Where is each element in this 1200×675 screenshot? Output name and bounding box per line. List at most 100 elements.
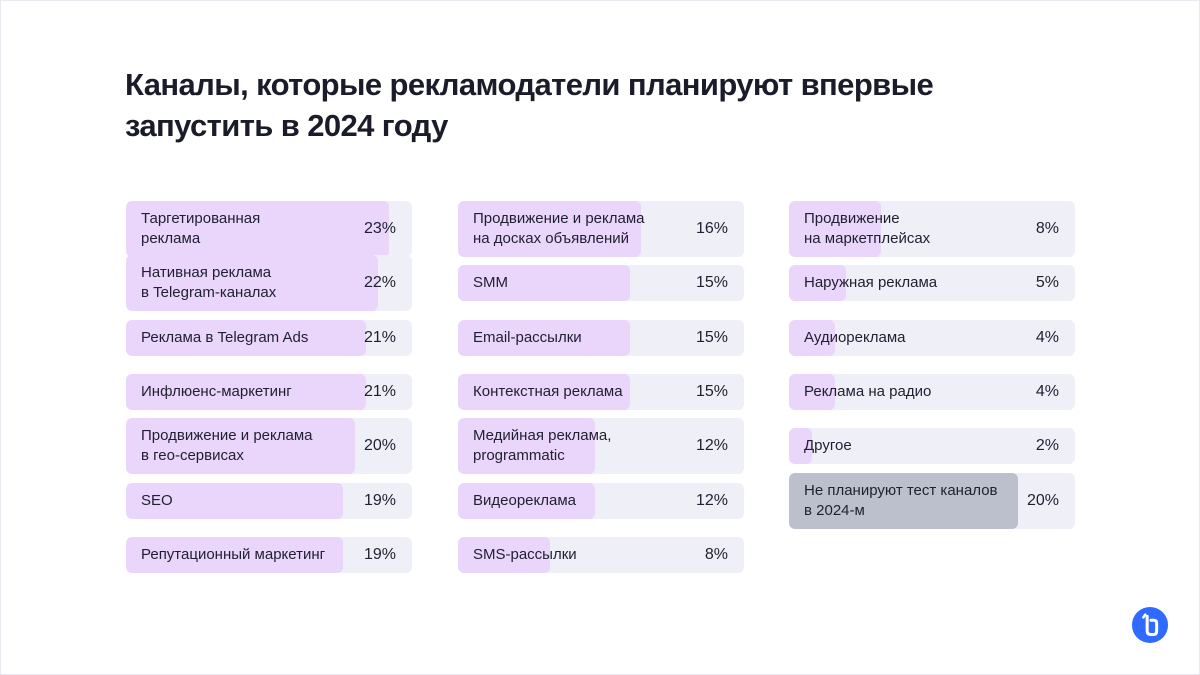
bar-value: 21% xyxy=(363,382,396,400)
bar-value: 5% xyxy=(1035,274,1059,292)
bar-row: Email-рассылки 15% xyxy=(458,319,744,356)
bar-row: Реклама в Telegram Ads 21% xyxy=(126,319,412,356)
bar-label-line: Репутационный маркетинг xyxy=(141,545,326,563)
bar-label-line: в гео-сервисах xyxy=(141,447,244,465)
bar-label-line: Таргетированная xyxy=(141,210,261,227)
bar-fill xyxy=(458,373,630,410)
bar-fill xyxy=(789,319,835,356)
bar-value: 20% xyxy=(1026,491,1059,509)
bar-row: Видеореклама 12% xyxy=(458,482,744,519)
title-line-1: Каналы, которые рекламодатели планируют … xyxy=(125,67,934,102)
bar-label-line: в 2024-м xyxy=(804,501,865,519)
bar-label-line: SMS-рассылки xyxy=(473,545,577,563)
bar-label-line: SEO xyxy=(141,491,173,509)
bar-value: 15% xyxy=(695,328,728,346)
bar-row: Продвижение и реклама на досках объявлени… xyxy=(458,201,744,257)
bar-label-line: Продвижение и реклама xyxy=(141,427,313,445)
bar-label: Продвижение и реклама в гео-сервисах xyxy=(141,426,313,466)
bar-row: SEO 19% xyxy=(126,482,412,519)
bar-label-line: в Telegram-каналах xyxy=(141,284,277,302)
bar-label-line: programmatic xyxy=(473,447,565,465)
bar-fill xyxy=(126,373,366,410)
bar-value: 4% xyxy=(1035,382,1059,400)
bar-fill xyxy=(458,319,630,356)
bar-value: 8% xyxy=(704,545,728,563)
bar-value: 12% xyxy=(695,437,728,455)
bar-row: Репутационный маркетинг 19% xyxy=(126,536,412,573)
bar-label: Email-рассылки xyxy=(473,328,582,348)
bar-row: Не планируют тест каналов в 2024-м 20% xyxy=(789,472,1075,529)
bar-value: 12% xyxy=(695,491,728,509)
bar-value: 22% xyxy=(363,274,396,292)
bar-row: Продвижение на маркетплейсах 8% xyxy=(789,201,1075,257)
bar-label-line: Медийная реклама, xyxy=(473,427,612,445)
bar-label-line: реклама xyxy=(141,230,201,247)
bar-label-line: на маркетплейсах xyxy=(804,230,931,247)
bar-fill xyxy=(458,265,630,302)
bar-row: Таргетированная реклама 23% xyxy=(126,201,412,257)
bar-row: Инфлюенс-маркетинг 21% xyxy=(126,373,412,410)
bar-fill xyxy=(789,428,812,465)
bar-label: SMS-рассылки xyxy=(473,545,577,565)
bar-label-line: Видеореклама xyxy=(473,491,576,509)
bar-fill xyxy=(126,536,343,573)
bar-label-line: SMM xyxy=(473,274,508,292)
bar-row: Нативная реклама в Telegram-каналах 22% xyxy=(126,255,412,312)
bar-fill xyxy=(126,418,355,475)
bar-value: 20% xyxy=(363,437,396,455)
title-line-2: запустить в 2024 году xyxy=(125,108,448,143)
bar-value: 2% xyxy=(1035,437,1059,455)
bar-label: Таргетированная реклама xyxy=(141,209,260,249)
bar-label: Реклама на радио xyxy=(804,382,931,402)
bar-row: Контекстная реклама 15% xyxy=(458,373,744,410)
bar-label-line: Продвижение xyxy=(804,210,900,227)
bar-value: 23% xyxy=(363,220,396,237)
bar-fill xyxy=(458,482,595,519)
bar-label: Не планируют тест каналов в 2024-м xyxy=(804,481,998,521)
bar-value: 19% xyxy=(363,491,396,509)
bar-row: Реклама на радио 4% xyxy=(789,373,1075,410)
bar-label: Аудиореклама xyxy=(804,328,905,348)
bar-row: Наружная реклама 5% xyxy=(789,265,1075,302)
bar-label-line: Реклама в Telegram Ads xyxy=(141,328,309,346)
bar-value: 21% xyxy=(363,328,396,346)
bar-value: 4% xyxy=(1035,328,1059,346)
bar-label-line: на досках объявлений xyxy=(473,230,629,247)
bar-label-line: Продвижение и реклама xyxy=(473,210,645,227)
bar-value: 19% xyxy=(363,545,396,563)
bar-label: Другое xyxy=(804,436,852,456)
bar-label-line: Email-рассылки xyxy=(473,328,582,346)
bar-label: Репутационный маркетинг xyxy=(141,545,325,565)
bar-label-line: Наружная реклама xyxy=(804,274,938,292)
bar-value: 15% xyxy=(695,274,728,292)
bar-label: Реклама в Telegram Ads xyxy=(141,328,308,348)
bar-label: Инфлюенс-маркетинг xyxy=(141,382,292,402)
bar-label: Нативная реклама в Telegram-каналах xyxy=(141,263,276,303)
bar-label: Медийная реклама, programmatic xyxy=(473,426,611,466)
bar-label: Продвижение и реклама на досках объявлени… xyxy=(473,209,645,249)
bar-fill xyxy=(789,201,881,257)
brand-logo-icon xyxy=(1131,606,1169,644)
bar-label: Наружная реклама xyxy=(804,273,937,293)
bar-value: 15% xyxy=(695,382,728,400)
bar-fill xyxy=(126,482,343,519)
bar-fill xyxy=(458,201,641,257)
bar-label: Контекстная реклама xyxy=(473,382,623,402)
bar-label: Видеореклама xyxy=(473,491,576,511)
bar-fill xyxy=(126,319,366,356)
bar-row: Другое 2% xyxy=(789,428,1075,465)
bar-fill xyxy=(789,373,835,410)
bar-label-line: Реклама на радио xyxy=(804,382,932,400)
bar-fill xyxy=(789,265,846,302)
bar-row: Аудиореклама 4% xyxy=(789,319,1075,356)
bar-row: SMS-рассылки 8% xyxy=(458,536,744,573)
bar-fill xyxy=(789,472,1018,529)
bar-row: Медийная реклама, programmatic 12% xyxy=(458,418,744,475)
bar-label-line: Контекстная реклама xyxy=(473,382,623,400)
bar-fill xyxy=(126,255,378,312)
bar-label-line: Аудиореклама xyxy=(804,328,906,346)
chart-title: Каналы, которые рекламодатели планируют … xyxy=(125,64,1065,146)
bar-label-line: Не планируют тест каналов xyxy=(804,481,998,499)
bar-value: 16% xyxy=(695,220,728,237)
bar-fill xyxy=(458,536,550,573)
